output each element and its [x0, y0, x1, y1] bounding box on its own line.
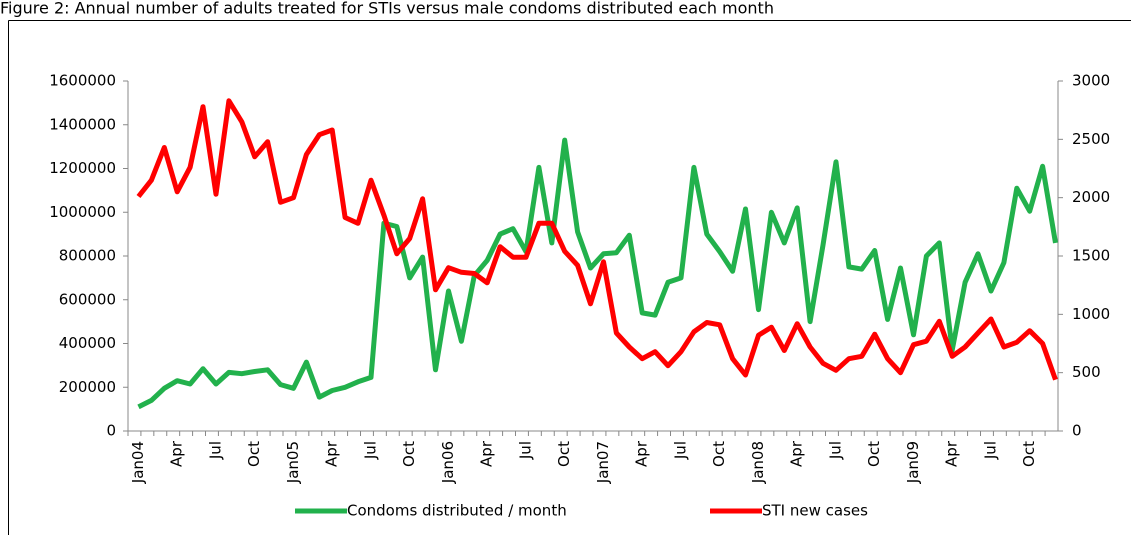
- x-tick-label: Oct: [865, 441, 883, 467]
- x-tick-label: Oct: [245, 441, 263, 467]
- y2-tick-label: 1500: [1072, 247, 1110, 265]
- x-tick-label: Apr: [788, 440, 806, 467]
- x-tick-label: Apr: [323, 440, 341, 467]
- x-tick-label: Jul: [206, 441, 224, 460]
- x-tick-label: Jan06: [439, 441, 457, 484]
- x-tick-label: Jul: [981, 441, 999, 460]
- x-tick-label: Jan07: [594, 441, 612, 484]
- x-tick-label: Oct: [710, 441, 728, 467]
- y-tick-label: 1000000: [49, 203, 116, 221]
- y-tick-label: 600000: [59, 290, 116, 308]
- y-tick-label: 200000: [59, 378, 116, 396]
- legend-label: STI new cases: [762, 502, 868, 520]
- x-tick-label: Jan09: [904, 441, 922, 484]
- y-tick-label: 0: [106, 422, 116, 440]
- y-tick-label: 1200000: [49, 159, 116, 177]
- x-tick-label: Oct: [400, 441, 418, 467]
- y2-tick-label: 500: [1072, 363, 1101, 381]
- x-tick-label: Apr: [168, 440, 186, 467]
- y2-tick-label: 2000: [1072, 188, 1110, 206]
- x-tick-label: Jul: [516, 441, 534, 460]
- legend-label: Condoms distributed / month: [347, 502, 567, 520]
- chart-title: Figure 2: Annual number of adults treate…: [0, 0, 774, 18]
- y-tick-label: 1400000: [49, 115, 116, 133]
- x-tick-label: Jan05: [284, 441, 302, 484]
- series-line: [136, 98, 1058, 381]
- x-tick-label: Apr: [633, 440, 651, 467]
- y-tick-label: 400000: [59, 334, 116, 352]
- x-tick-label: Apr: [943, 440, 961, 467]
- y2-tick-label: 3000: [1072, 72, 1110, 90]
- y2-tick-label: 2500: [1072, 130, 1110, 148]
- y-tick-label: 800000: [59, 247, 116, 265]
- x-tick-label: Jan08: [749, 441, 767, 484]
- x-tick-label: Oct: [555, 441, 573, 467]
- x-tick-label: Jan04: [129, 441, 147, 484]
- series-line: [137, 137, 1058, 410]
- y-tick-label: 1600000: [49, 72, 116, 90]
- x-tick-label: Apr: [478, 440, 496, 467]
- x-tick-label: Jul: [361, 441, 379, 460]
- x-tick-label: Oct: [1020, 441, 1038, 467]
- x-tick-label: Jul: [826, 441, 844, 460]
- x-tick-label: Jul: [671, 441, 689, 460]
- y2-tick-label: 0: [1072, 422, 1082, 440]
- y2-tick-label: 1000: [1072, 305, 1110, 323]
